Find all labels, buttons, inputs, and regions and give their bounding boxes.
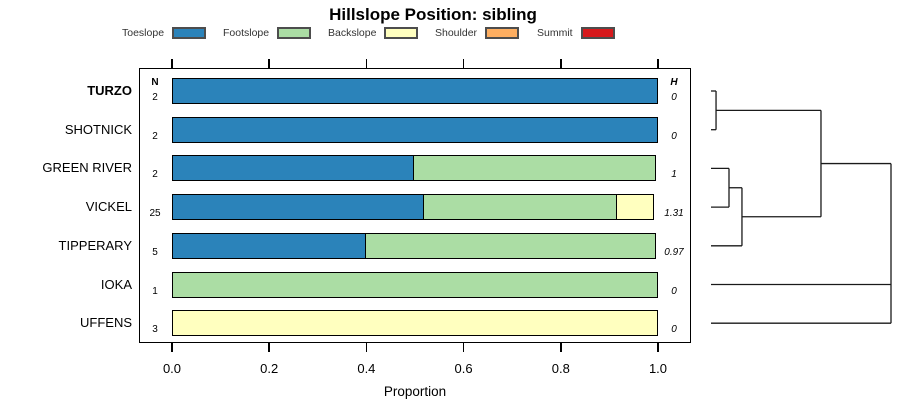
stacked-bar: [172, 310, 658, 337]
bar-segment-toeslope: [172, 155, 415, 182]
stacked-bar: [172, 271, 658, 298]
stacked-bar: [172, 155, 658, 182]
axis-tick-bottom: [365, 343, 368, 352]
axis-tick-top: [365, 59, 368, 68]
plot-area: [139, 68, 691, 343]
legend-swatch-toeslope: [172, 27, 207, 39]
legend-swatch-footslope: [277, 27, 312, 39]
axis-tick-label: 0.8: [551, 361, 570, 376]
bar-segment-footslope: [172, 271, 658, 298]
row-label-ioka: IOKA: [100, 276, 132, 292]
axis-tick-label: 0.0: [162, 361, 182, 376]
h-value: 1.31: [664, 208, 684, 220]
h-value: 0: [671, 285, 677, 297]
n-value: 25: [149, 208, 161, 220]
axis-tick-top: [559, 59, 562, 68]
n-value: 5: [152, 246, 158, 258]
row-label-tipperary: TIPPERARY: [58, 237, 132, 253]
legend-item: Shoulder: [435, 26, 520, 40]
x-axis-title: Proportion: [383, 384, 447, 399]
axis-tick-bottom: [268, 343, 271, 352]
legend-label: Summit: [537, 27, 573, 39]
h-value: 0: [671, 92, 677, 103]
h-column-header: H: [670, 77, 678, 88]
stacked-bar: [172, 232, 658, 259]
n-value: 2: [152, 169, 158, 181]
bar-segment-backslope: [615, 194, 655, 221]
h-value: 1: [671, 169, 677, 181]
legend-item: Footslope: [223, 26, 312, 40]
n-column-header: N: [151, 77, 159, 88]
axis-tick-label: 1.0: [648, 361, 668, 376]
bar-segment-backslope: [172, 310, 658, 337]
legend-item: Summit: [537, 26, 615, 40]
row-label-shotnick: SHOTNICK: [64, 121, 132, 137]
n-value: 1: [152, 285, 158, 297]
h-value: 0.97: [664, 246, 684, 258]
legend-item: Backslope: [328, 26, 419, 40]
bar-segment-toeslope: [172, 78, 658, 104]
bar-segment-footslope: [422, 194, 618, 221]
legend-swatch-backslope: [384, 27, 419, 39]
row-label-uffens: UFFENS: [80, 315, 132, 331]
row-label-turzo: TURZO: [87, 83, 132, 98]
bar-segment-toeslope: [172, 232, 367, 259]
axis-tick-top: [657, 59, 659, 68]
h-value: 0: [671, 130, 677, 142]
bar-segment-toeslope: [172, 194, 425, 221]
legend-swatch-shoulder: [485, 27, 520, 39]
axis-tick-bottom: [171, 343, 173, 352]
axis-tick-bottom: [559, 343, 562, 352]
axis-tick-top: [462, 59, 465, 68]
axis-tick-bottom: [657, 343, 659, 352]
legend-label: Backslope: [328, 27, 377, 39]
axis-tick-label: 0.4: [357, 361, 376, 376]
n-value: 3: [152, 324, 158, 336]
legend-item: Toeslope: [122, 26, 207, 40]
axis-tick-bottom: [462, 343, 465, 352]
bar-segment-footslope: [413, 155, 657, 182]
n-value: 2: [152, 92, 158, 103]
axis-tick-label: 0.2: [260, 361, 279, 376]
stacked-bar: [172, 78, 658, 104]
bar-segment-toeslope: [172, 116, 658, 143]
axis-tick-top: [171, 59, 173, 68]
axis-tick-top: [268, 59, 271, 68]
axis-tick-label: 0.6: [454, 361, 473, 376]
row-label-green-river: GREEN RIVER: [42, 160, 132, 176]
bar-segment-footslope: [364, 232, 657, 259]
chart-title: Hillslope Position: sibling: [329, 5, 537, 24]
row-label-vickel: VICKEL: [85, 199, 132, 215]
legend-label: Footslope: [223, 27, 270, 39]
n-value: 2: [152, 130, 158, 142]
legend-label: Shoulder: [435, 27, 478, 39]
h-value: 0: [671, 324, 677, 336]
stacked-bar: [172, 194, 658, 221]
dendrogram: [711, 90, 892, 324]
legend-label: Toeslope: [122, 27, 165, 39]
stacked-bar: [172, 116, 658, 143]
legend-swatch-summit: [580, 27, 615, 39]
